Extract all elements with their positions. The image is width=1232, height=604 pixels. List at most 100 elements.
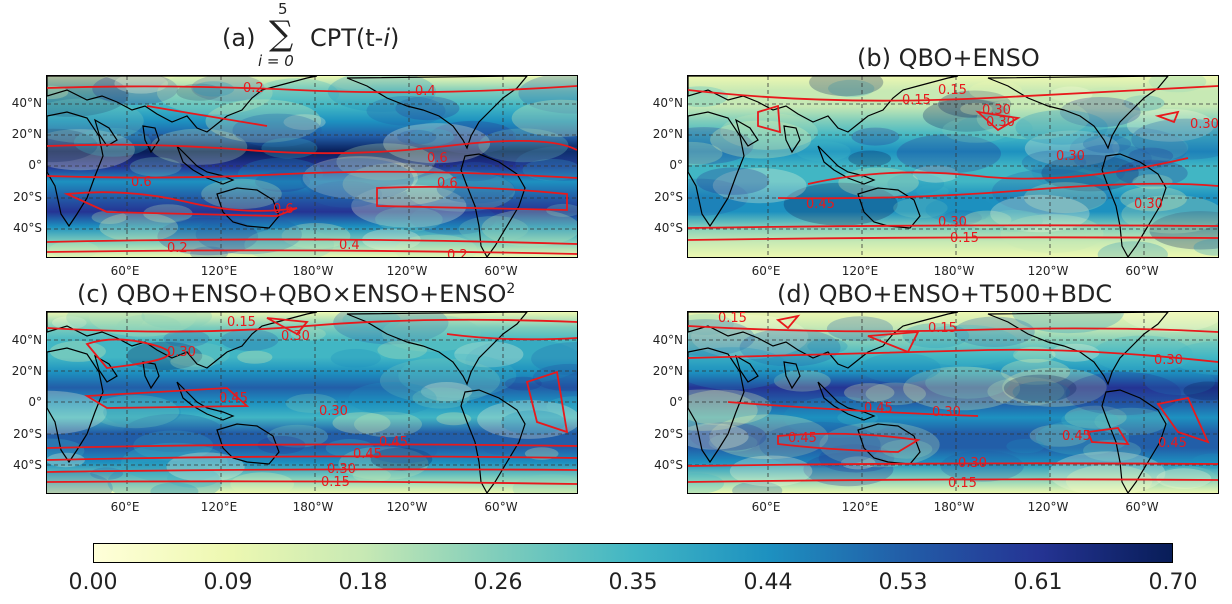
heatmap-patch: [1120, 312, 1218, 332]
contour-label: 0.4: [339, 238, 360, 253]
heatmap-patch: [1172, 341, 1218, 375]
cbar-tick-2: 0.18: [338, 570, 388, 595]
heatmap-patch: [354, 411, 422, 438]
coastline: [47, 111, 104, 228]
heatmap-patch: [531, 342, 577, 376]
contour-label: 0.30: [986, 115, 1015, 130]
heatmap-patch: [848, 150, 892, 167]
heatmap-patch: [1031, 154, 1126, 190]
heatmap-patch: [237, 350, 273, 364]
contour-line: [63, 191, 298, 217]
heatmap-patch: [902, 323, 970, 349]
heatmap-patch: [688, 141, 723, 166]
heatmap-patch: [201, 178, 282, 209]
contour-label: 0.30: [1190, 117, 1218, 132]
map-svg-c: 0.150.300.300.450.300.450.450.300.15: [47, 312, 577, 493]
heatmap-patch: [909, 324, 1021, 367]
heatmap-patch: [129, 157, 182, 177]
contour-line: [47, 443, 577, 449]
contour-label: 0.45: [788, 431, 817, 446]
heatmap-patch: [170, 353, 215, 371]
cbar-tick-8: 0.70: [1148, 570, 1198, 595]
cbar-tick-3: 0.26: [473, 570, 523, 595]
heatmap-patch: [157, 76, 273, 115]
heatmap-patch: [90, 395, 180, 429]
heatmap-patch: [1116, 159, 1188, 187]
contour-label: 0.45: [864, 401, 893, 416]
heatmap-patch: [729, 455, 813, 487]
heatmap-patch: [163, 329, 210, 348]
heatmap-patch: [1029, 424, 1090, 447]
heatmap-patch: [141, 312, 212, 330]
heatmap-patch: [803, 452, 894, 487]
contour-label: 0.30: [938, 215, 967, 230]
lat-a-0: 40°N: [11, 96, 42, 110]
heatmap-patch: [408, 128, 455, 146]
contour-label: 0.2: [167, 241, 188, 256]
lat-b-0: 40°N: [652, 96, 683, 110]
heatmap-patch: [410, 202, 497, 235]
heatmap-patch: [844, 383, 895, 403]
lon-d-4: 60°W: [1125, 500, 1159, 514]
coastline: [460, 153, 526, 257]
lat-d-4: 40°S: [654, 458, 683, 472]
heatmap-patch: [976, 97, 1090, 140]
lat-b-1: 20°N: [652, 127, 683, 141]
heatmap-patch: [342, 162, 457, 206]
contour-line: [47, 455, 577, 461]
map-svg-b: 0.150.150.300.30 0.300.300.450.300.300.15: [688, 76, 1218, 257]
heatmap-patch: [688, 473, 724, 493]
heatmap-patch: [255, 171, 311, 192]
contour-label: 0.30: [932, 405, 961, 420]
lat-a-4: 40°S: [13, 221, 42, 235]
panel-a-title-italic: i: [383, 24, 390, 52]
heatmap-patch: [925, 366, 1011, 399]
heatmap-patch: [1193, 238, 1218, 256]
heatmap-patch: [406, 170, 515, 212]
heatmap-patch: [1002, 367, 1107, 407]
heatmap-field: [47, 76, 577, 257]
contour-label: 0.15: [938, 83, 967, 98]
heatmap-patch: [1041, 154, 1139, 192]
heatmap-patch: [880, 439, 933, 459]
coastline: [857, 423, 921, 465]
coastline: [817, 145, 876, 185]
lon-c-2: 180°W: [292, 500, 334, 514]
lat-b-4: 40°S: [654, 221, 683, 235]
contour-label: 0.30: [1056, 149, 1085, 164]
heatmap-patch: [150, 482, 199, 493]
contour-label: 0.6: [437, 176, 458, 191]
heatmap-patch: [1000, 214, 1104, 253]
contour-label: 0.15: [948, 476, 977, 491]
heatmap-patch: [398, 353, 517, 398]
heatmap-patch: [309, 180, 383, 208]
heatmap-patch: [1149, 211, 1218, 250]
heatmap-patch: [501, 410, 566, 435]
heatmap-patch: [828, 79, 875, 98]
colorbar: [93, 543, 1173, 563]
coastline: [47, 312, 318, 369]
lat-c-0: 40°N: [11, 333, 42, 347]
panel-a-title-end: ): [390, 24, 400, 52]
heatmap-patch: [925, 196, 995, 223]
lat-d-0: 40°N: [652, 333, 683, 347]
heatmap-patch: [103, 397, 181, 427]
lat-d-2: 0°: [669, 395, 683, 409]
contour-label: 0.15: [227, 315, 256, 330]
heatmap-patch: [352, 468, 391, 483]
heatmap-patch: [1144, 368, 1215, 396]
heatmap-patch: [688, 423, 749, 450]
contour-line: [807, 157, 1189, 185]
cbar-tick-6: 0.53: [878, 570, 928, 595]
heatmap-patch: [987, 377, 1065, 406]
map-panel-b: 0.15 0.15 0.30 0.30 0.30 0.30 0.45 0.30 0.30 0.15: [687, 75, 1219, 258]
lat-d-1: 20°N: [652, 364, 683, 378]
heatmap-patch: [302, 156, 418, 200]
heatmap-patch: [205, 99, 322, 143]
cbar-tick-7: 0.61: [1013, 570, 1063, 595]
contour-label: 0.45: [353, 447, 382, 462]
lon-d-3: 120°W: [1027, 500, 1069, 514]
heatmap-patch: [515, 146, 577, 181]
map-svg-a: 0.2 0.4 0.6 0.6 0.6 0.6 0.2 0.4 0.2: [47, 76, 577, 257]
heatmap-patch: [969, 80, 1023, 101]
